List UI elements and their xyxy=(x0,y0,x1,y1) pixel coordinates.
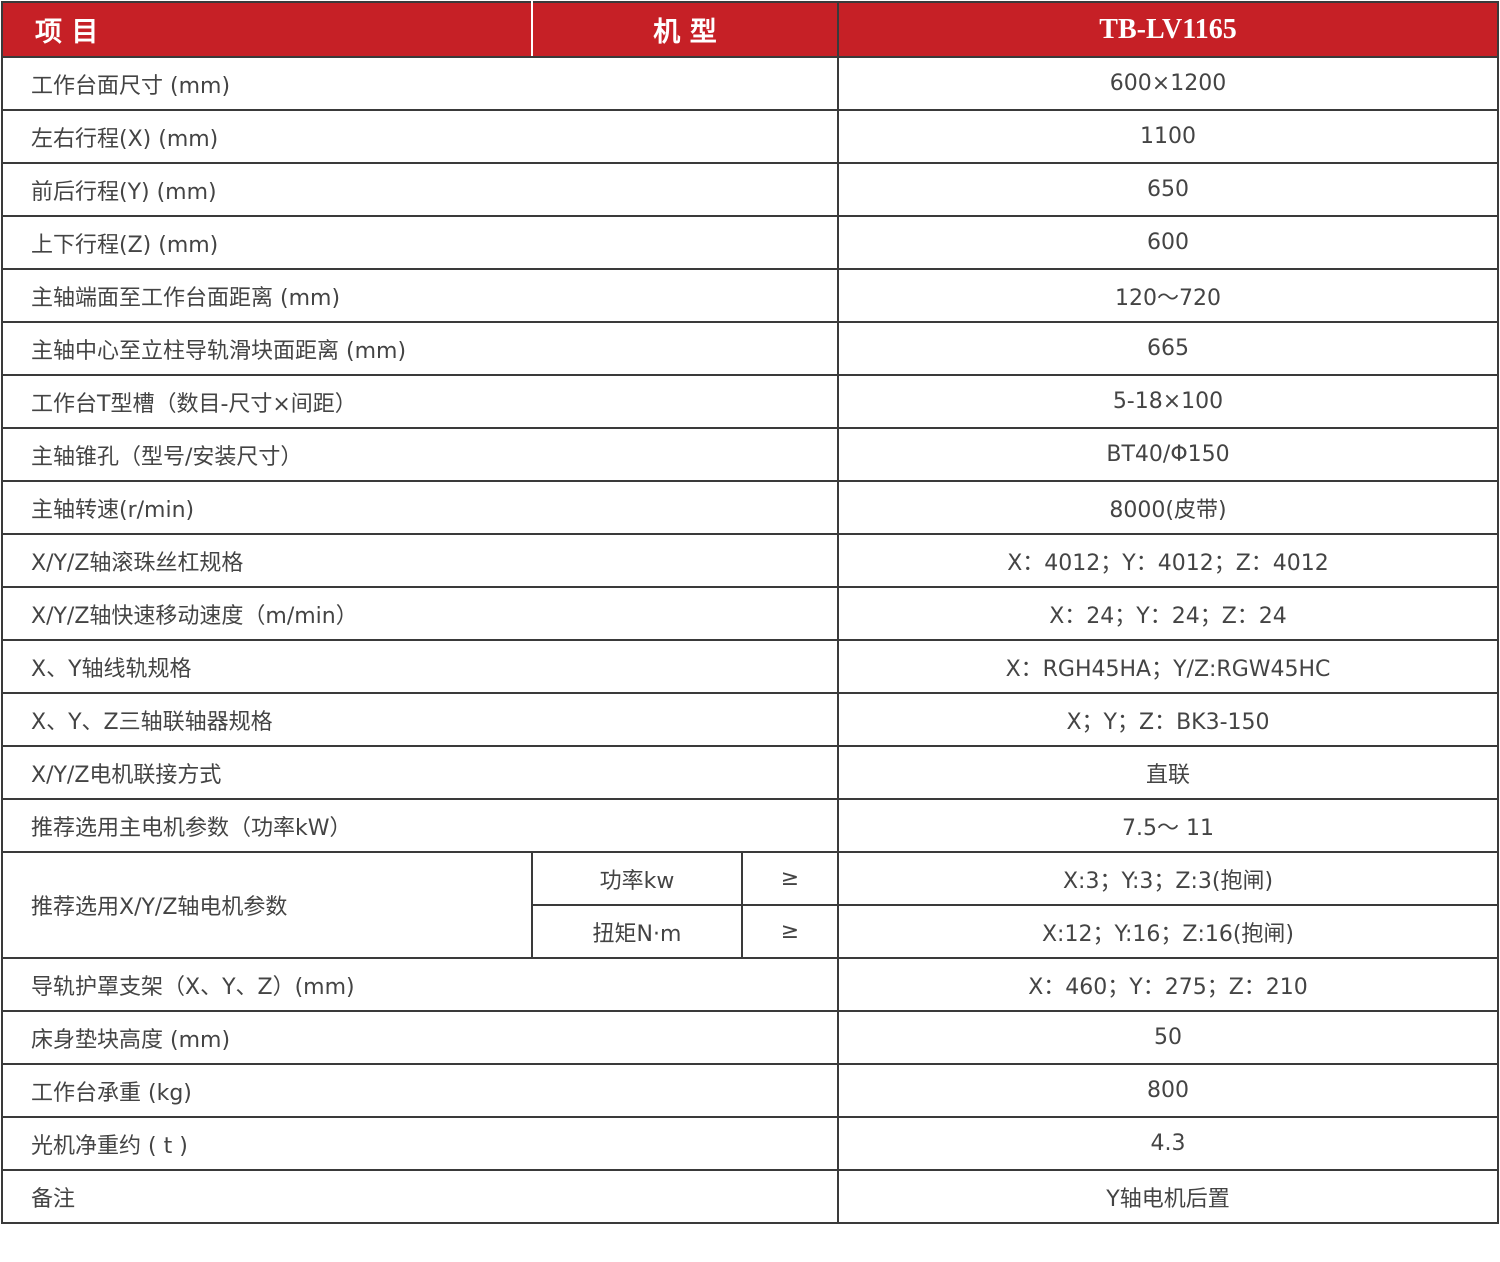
row-value: 5-18×100 xyxy=(837,374,1499,429)
table-row: 主轴中心至立柱导轨滑块面距离 (mm) 665 xyxy=(1,321,1499,376)
row-value: X：4012；Y：4012；Z：4012 xyxy=(837,533,1499,588)
table-row: 推荐选用主电机参数（功率kW） 7.5～ 11 xyxy=(1,798,1499,853)
row-value: X：RGH45HA；Y/Z:RGW45HC xyxy=(837,639,1499,694)
row-value: 直联 xyxy=(837,745,1499,800)
row-label: 上下行程(Z) (mm) xyxy=(1,215,839,270)
table-row: X/Y/Z电机联接方式 直联 xyxy=(1,745,1499,800)
row-label: 主轴端面至工作台面距离 (mm) xyxy=(1,268,839,323)
row-label: X/Y/Z轴快速移动速度（m/min） xyxy=(1,586,839,641)
row-label: 推荐选用主电机参数（功率kW） xyxy=(1,798,839,853)
row-value: 50 xyxy=(837,1010,1499,1065)
row-label: 床身垫块高度 (mm) xyxy=(1,1010,839,1065)
row-value: X:3；Y:3；Z:3(抱闸) xyxy=(837,851,1499,906)
row-value: BT40/Φ150 xyxy=(837,427,1499,482)
row-value: 7.5～ 11 xyxy=(837,798,1499,853)
table-row: 左右行程(X) (mm) 1100 xyxy=(1,109,1499,164)
row-value: 665 xyxy=(837,321,1499,376)
row-value: 600 xyxy=(837,215,1499,270)
row-value: 600×1200 xyxy=(837,56,1499,111)
spec-table: 项 目 机 型 TB-LV1165 工作台面尺寸 (mm) 600×1200 左右行… xyxy=(1,1,1499,1224)
sub-operator: ≥ xyxy=(741,904,839,959)
table-row: 光机净重约 ( t ) 4.3 xyxy=(1,1116,1499,1171)
row-value: 120～720 xyxy=(837,268,1499,323)
row-label: X、Y轴线轨规格 xyxy=(1,639,839,694)
row-value: X：24；Y：24；Z：24 xyxy=(837,586,1499,641)
row-label: 主轴锥孔（型号/安装尺寸） xyxy=(1,427,839,482)
row-label: 主轴中心至立柱导轨滑块面距离 (mm) xyxy=(1,321,839,376)
table-row: 工作台承重 (kg) 800 xyxy=(1,1063,1499,1118)
row-value: X：460；Y：275；Z：210 xyxy=(837,957,1499,1012)
row-label: 光机净重约 ( t ) xyxy=(1,1116,839,1171)
row-label: X/Y/Z电机联接方式 xyxy=(1,745,839,800)
table-row: 导轨护罩支架（X、Y、Z）(mm) X：460；Y：275；Z：210 xyxy=(1,957,1499,1012)
row-label: 左右行程(X) (mm) xyxy=(1,109,839,164)
row-label: 前后行程(Y) (mm) xyxy=(1,162,839,217)
row-label: X、Y、Z三轴联轴器规格 xyxy=(1,692,839,747)
sub-label: 扭矩N·m xyxy=(531,904,743,959)
row-value: X:12；Y:16；Z:16(抱闸) xyxy=(837,904,1499,959)
table-row: 扭矩N·m ≥ X:12；Y:16；Z:16(抱闸) xyxy=(2,904,1499,959)
row-value: X；Y；Z：BK3-150 xyxy=(837,692,1499,747)
table-row: 备注 Y轴电机后置 xyxy=(1,1169,1499,1224)
row-label: X/Y/Z轴滚珠丝杠规格 xyxy=(1,533,839,588)
row-value: 8000(皮带) xyxy=(837,480,1499,535)
header-model-label: 机 型 xyxy=(531,1,839,58)
table-row: X/Y/Z轴快速移动速度（m/min） X：24；Y：24；Z：24 xyxy=(1,586,1499,641)
table-row: 主轴端面至工作台面距离 (mm) 120～720 xyxy=(1,268,1499,323)
row-label: 导轨护罩支架（X、Y、Z）(mm) xyxy=(1,957,839,1012)
table-row: 工作台面尺寸 (mm) 600×1200 xyxy=(1,56,1499,111)
table-row: X、Y轴线轨规格 X：RGH45HA；Y/Z:RGW45HC xyxy=(1,639,1499,694)
table-row: X、Y、Z三轴联轴器规格 X；Y；Z：BK3-150 xyxy=(1,692,1499,747)
table-row: 上下行程(Z) (mm) 600 xyxy=(1,215,1499,270)
row-label: 工作台T型槽（数目-尺寸×间距） xyxy=(1,374,839,429)
row-label: 工作台承重 (kg) xyxy=(1,1063,839,1118)
table-row: 主轴转速(r/min) 8000(皮带) xyxy=(1,480,1499,535)
row-value: 1100 xyxy=(837,109,1499,164)
table-row: X/Y/Z轴滚珠丝杠规格 X：4012；Y：4012；Z：4012 xyxy=(1,533,1499,588)
sub-operator: ≥ xyxy=(741,851,839,906)
row-label: 备注 xyxy=(1,1169,839,1224)
row-label: 工作台面尺寸 (mm) xyxy=(1,56,839,111)
row-label: 推荐选用X/Y/Z轴电机参数 xyxy=(1,851,533,959)
sub-label: 功率kw xyxy=(531,851,743,906)
header-model: TB-LV1165 xyxy=(837,1,1499,58)
table-row: 主轴锥孔（型号/安装尺寸） BT40/Φ150 xyxy=(1,427,1499,482)
table-row: 推荐选用X/Y/Z轴电机参数 功率kw ≥ X:3；Y:3；Z:3(抱闸) xyxy=(1,851,1499,959)
table-row: 工作台T型槽（数目-尺寸×间距） 5-18×100 xyxy=(1,374,1499,429)
row-value: 800 xyxy=(837,1063,1499,1118)
row-label: 主轴转速(r/min) xyxy=(1,480,839,535)
table-row: 床身垫块高度 (mm) 50 xyxy=(1,1010,1499,1065)
row-value: Y轴电机后置 xyxy=(837,1169,1499,1224)
table-row: 前后行程(Y) (mm) 650 xyxy=(1,162,1499,217)
header-item: 项 目 xyxy=(1,1,533,58)
row-value: 650 xyxy=(837,162,1499,217)
header-row: 项 目 机 型 TB-LV1165 xyxy=(1,1,1499,58)
row-value: 4.3 xyxy=(837,1116,1499,1171)
